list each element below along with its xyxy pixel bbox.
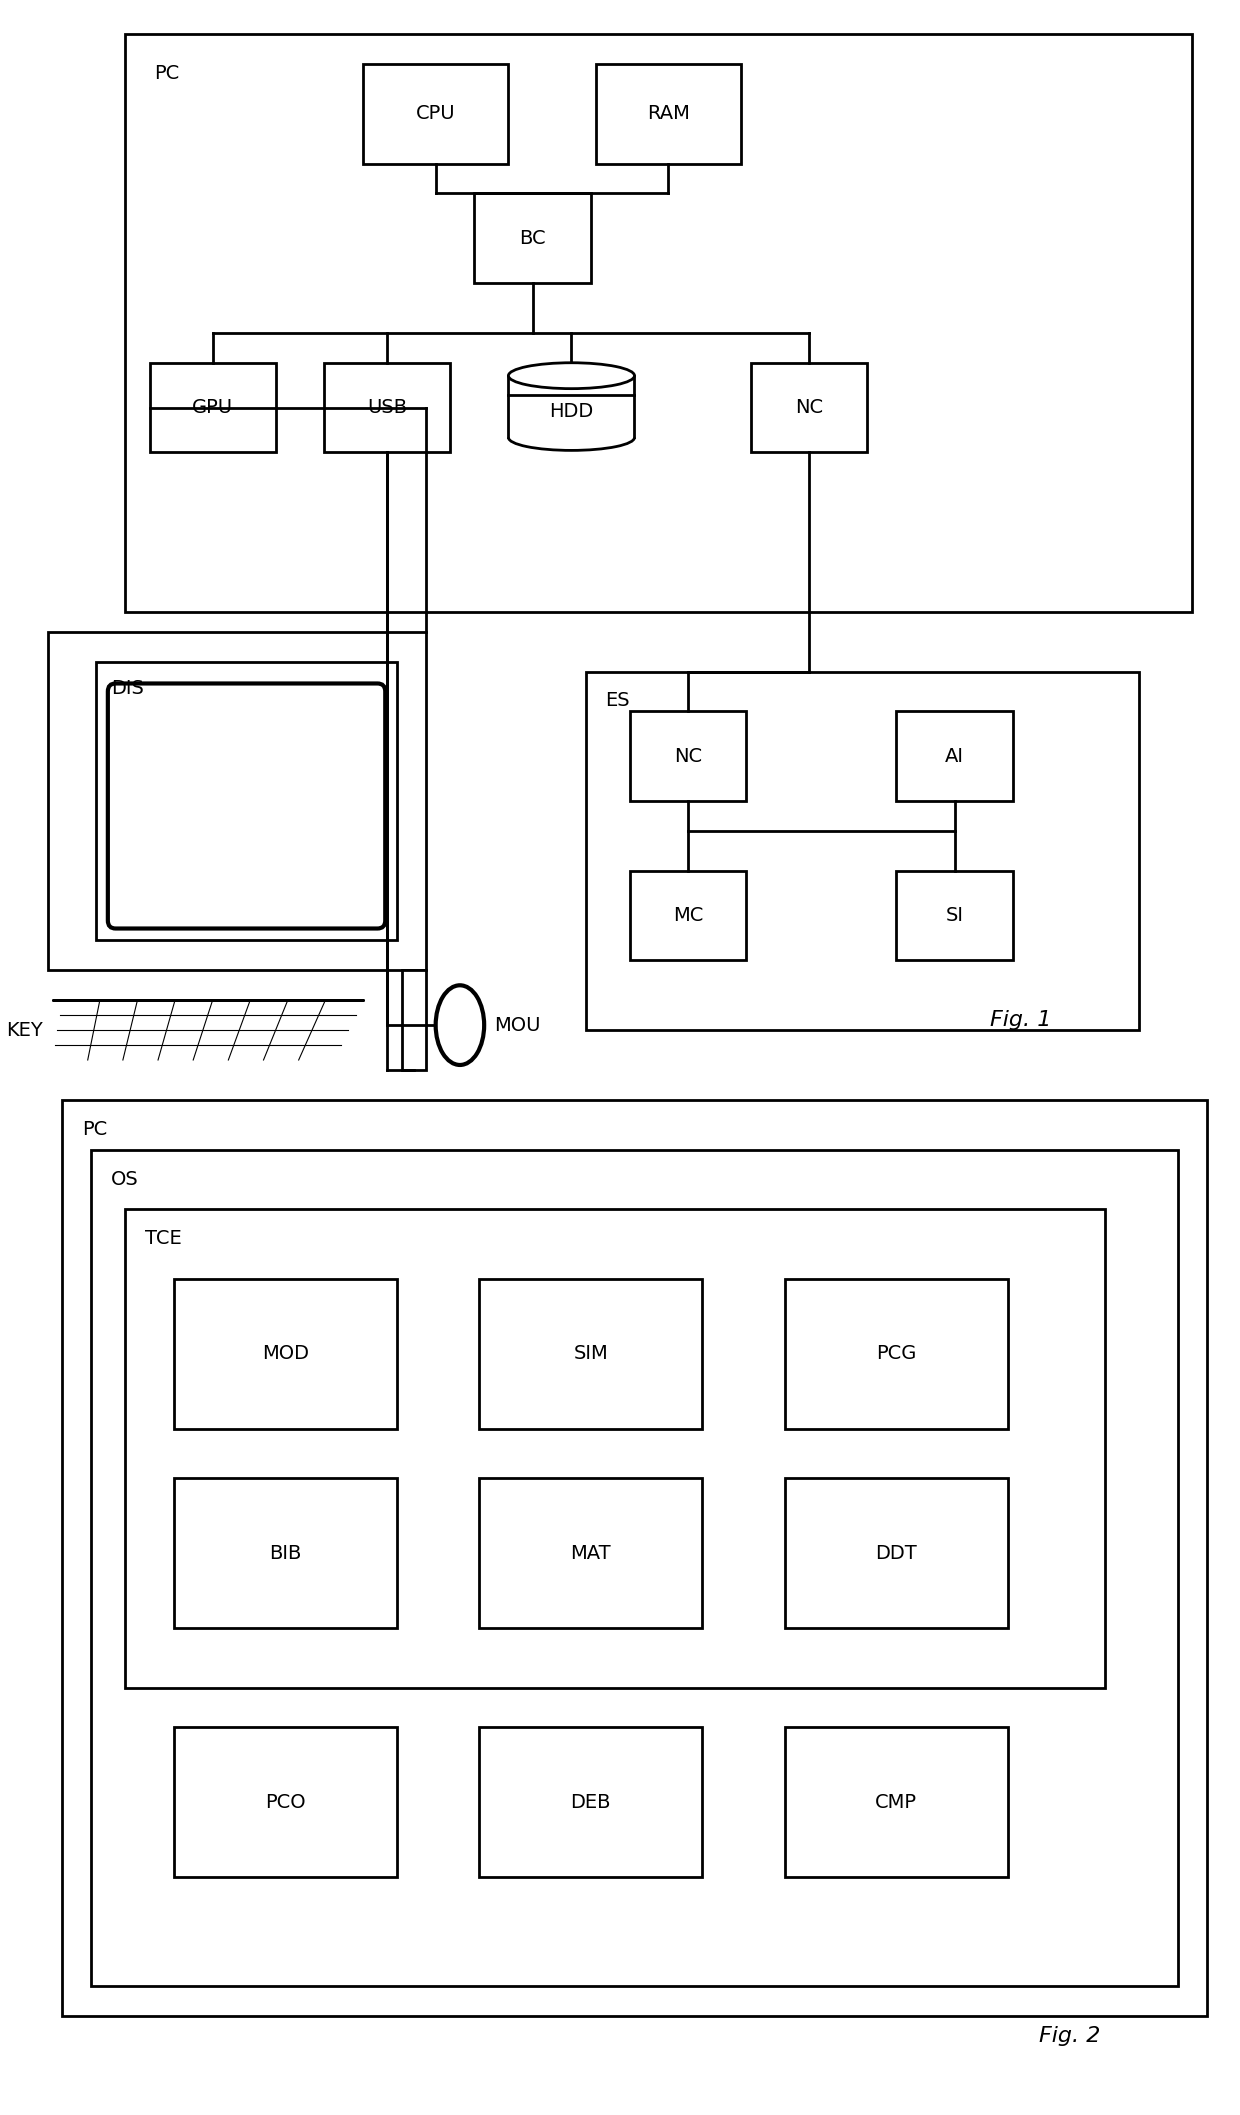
Text: DDT: DDT bbox=[875, 1544, 918, 1563]
Bar bbox=[363, 63, 508, 163]
Text: USB: USB bbox=[367, 398, 407, 417]
Ellipse shape bbox=[508, 364, 635, 389]
Text: TCE: TCE bbox=[145, 1229, 181, 1248]
Text: MAT: MAT bbox=[570, 1544, 611, 1563]
Text: DIS: DIS bbox=[110, 679, 144, 698]
Bar bbox=[785, 1280, 1008, 1428]
Bar bbox=[897, 871, 1013, 960]
Text: PC: PC bbox=[82, 1119, 107, 1138]
Bar bbox=[150, 364, 275, 453]
Bar bbox=[480, 1478, 702, 1629]
Text: SI: SI bbox=[946, 905, 963, 924]
Bar bbox=[402, 971, 427, 1070]
Bar bbox=[47, 632, 427, 971]
Bar bbox=[595, 63, 742, 163]
Bar bbox=[174, 1728, 397, 1876]
Bar bbox=[785, 1728, 1008, 1876]
Text: BC: BC bbox=[520, 228, 546, 247]
Text: CMP: CMP bbox=[875, 1794, 918, 1813]
Text: PCO: PCO bbox=[265, 1794, 305, 1813]
Bar bbox=[480, 1728, 702, 1876]
Text: KEY: KEY bbox=[6, 1022, 43, 1041]
Text: MC: MC bbox=[672, 905, 703, 924]
Ellipse shape bbox=[435, 986, 484, 1066]
Text: AI: AI bbox=[945, 747, 963, 766]
Bar bbox=[897, 711, 1013, 802]
Text: OS: OS bbox=[110, 1170, 139, 1189]
Text: HDD: HDD bbox=[549, 402, 594, 421]
Text: BIB: BIB bbox=[269, 1544, 301, 1563]
FancyBboxPatch shape bbox=[108, 683, 386, 928]
Text: SIM: SIM bbox=[573, 1345, 609, 1364]
Bar bbox=[174, 1280, 397, 1428]
Bar bbox=[785, 1478, 1008, 1629]
Bar bbox=[97, 662, 397, 941]
Bar bbox=[92, 1151, 1178, 1986]
Bar bbox=[174, 1478, 397, 1629]
Bar bbox=[475, 192, 590, 283]
Bar bbox=[630, 871, 746, 960]
Text: MOU: MOU bbox=[494, 1015, 541, 1034]
Text: PCG: PCG bbox=[877, 1345, 916, 1364]
Text: CPU: CPU bbox=[415, 104, 455, 123]
Bar bbox=[125, 34, 1192, 611]
Bar bbox=[630, 711, 746, 802]
Bar bbox=[324, 364, 450, 453]
Text: GPU: GPU bbox=[192, 398, 233, 417]
Text: Fig. 1: Fig. 1 bbox=[991, 1011, 1052, 1030]
Bar bbox=[480, 1280, 702, 1428]
Text: Fig. 2: Fig. 2 bbox=[1039, 2026, 1100, 2045]
Bar bbox=[62, 1100, 1207, 2016]
Text: RAM: RAM bbox=[647, 104, 689, 123]
Text: DEB: DEB bbox=[570, 1794, 611, 1813]
Text: NC: NC bbox=[673, 747, 702, 766]
Bar bbox=[751, 364, 867, 453]
Text: NC: NC bbox=[795, 398, 823, 417]
Text: MOD: MOD bbox=[262, 1345, 309, 1364]
Text: PC: PC bbox=[155, 63, 180, 82]
Bar bbox=[587, 673, 1138, 1030]
Bar bbox=[125, 1210, 1105, 1688]
Text: ES: ES bbox=[605, 692, 630, 711]
